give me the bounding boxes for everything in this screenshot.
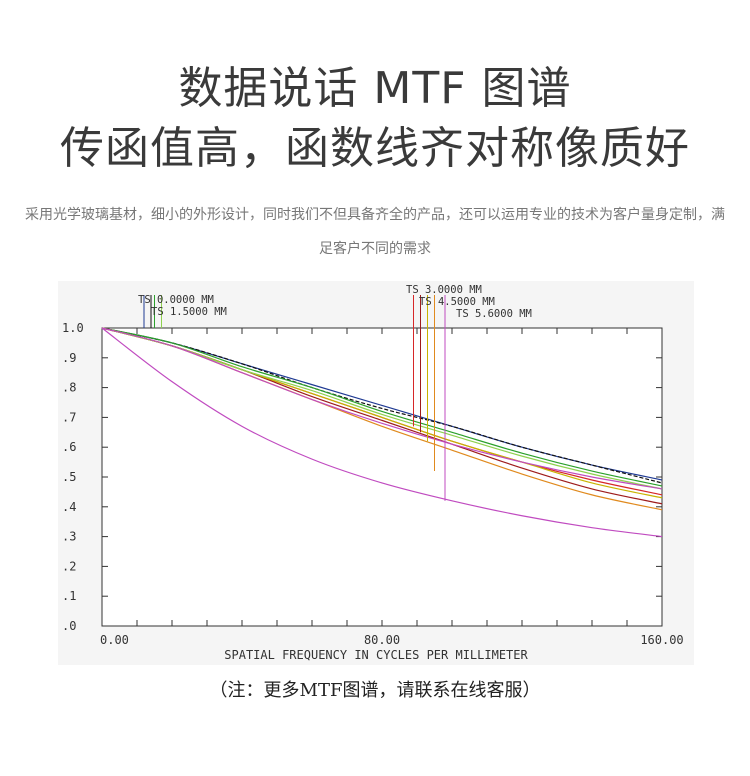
series-line-1 bbox=[101, 327, 663, 484]
x-tick-label: 80.00 bbox=[364, 633, 400, 647]
x-tick-label: 0.00 bbox=[100, 633, 129, 647]
legend-label-3: TS 4.5000 MM bbox=[419, 296, 495, 308]
page-title-line2: 传函值高，函数线齐对称像质好 bbox=[60, 123, 690, 174]
legend-label-4: TS 5.6000 MM bbox=[456, 308, 532, 320]
y-tick-label: .9 bbox=[62, 351, 76, 365]
legend-label-2: TS 3.0000 MM bbox=[406, 284, 482, 296]
legend-label-0: TS 0.0000 MM bbox=[138, 294, 214, 306]
footer-note: （注：更多MTF图谱，请联系在线客服） bbox=[209, 680, 541, 701]
y-tick-label: .3 bbox=[62, 530, 76, 544]
mtf-chart-svg: 1.0 .9 .8 .7 .6 .5 .4 .3 .2 .1 .0 0.00 80.00 160.00 SP… bbox=[62, 284, 684, 662]
description-text: 采用光学玻璃基材，细小的外形设计，同时我们不但具备齐全的产品，还可以运用专业的技… bbox=[25, 207, 725, 257]
x-tick-label: 160.00 bbox=[640, 633, 683, 647]
y-tick-label: .8 bbox=[62, 381, 76, 395]
series-line-2 bbox=[101, 327, 663, 487]
series-line-9 bbox=[101, 327, 663, 538]
y-tick-label: .1 bbox=[62, 589, 76, 603]
y-tick-label: .6 bbox=[62, 440, 76, 454]
y-tick-label: 1.0 bbox=[62, 321, 84, 335]
page-title-line1: 数据说话 MTF 图谱 bbox=[178, 63, 572, 114]
y-tick-label: .0 bbox=[62, 619, 76, 633]
x-axis-label: SPATIAL FREQUENCY IN CYCLES PER MILLIMET… bbox=[224, 648, 528, 662]
legend-label-1: TS 1.5000 MM bbox=[151, 306, 227, 318]
y-tick-label: .7 bbox=[62, 410, 76, 424]
y-tick-label: .4 bbox=[62, 500, 76, 514]
series-line-8 bbox=[101, 327, 663, 490]
mtf-chart: 1.0 .9 .8 .7 .6 .5 .4 .3 .2 .1 .0 0.00 80.00 160.00 SP… bbox=[58, 281, 694, 665]
y-tick-label: .2 bbox=[62, 559, 76, 573]
y-tick-label: .5 bbox=[62, 470, 76, 484]
